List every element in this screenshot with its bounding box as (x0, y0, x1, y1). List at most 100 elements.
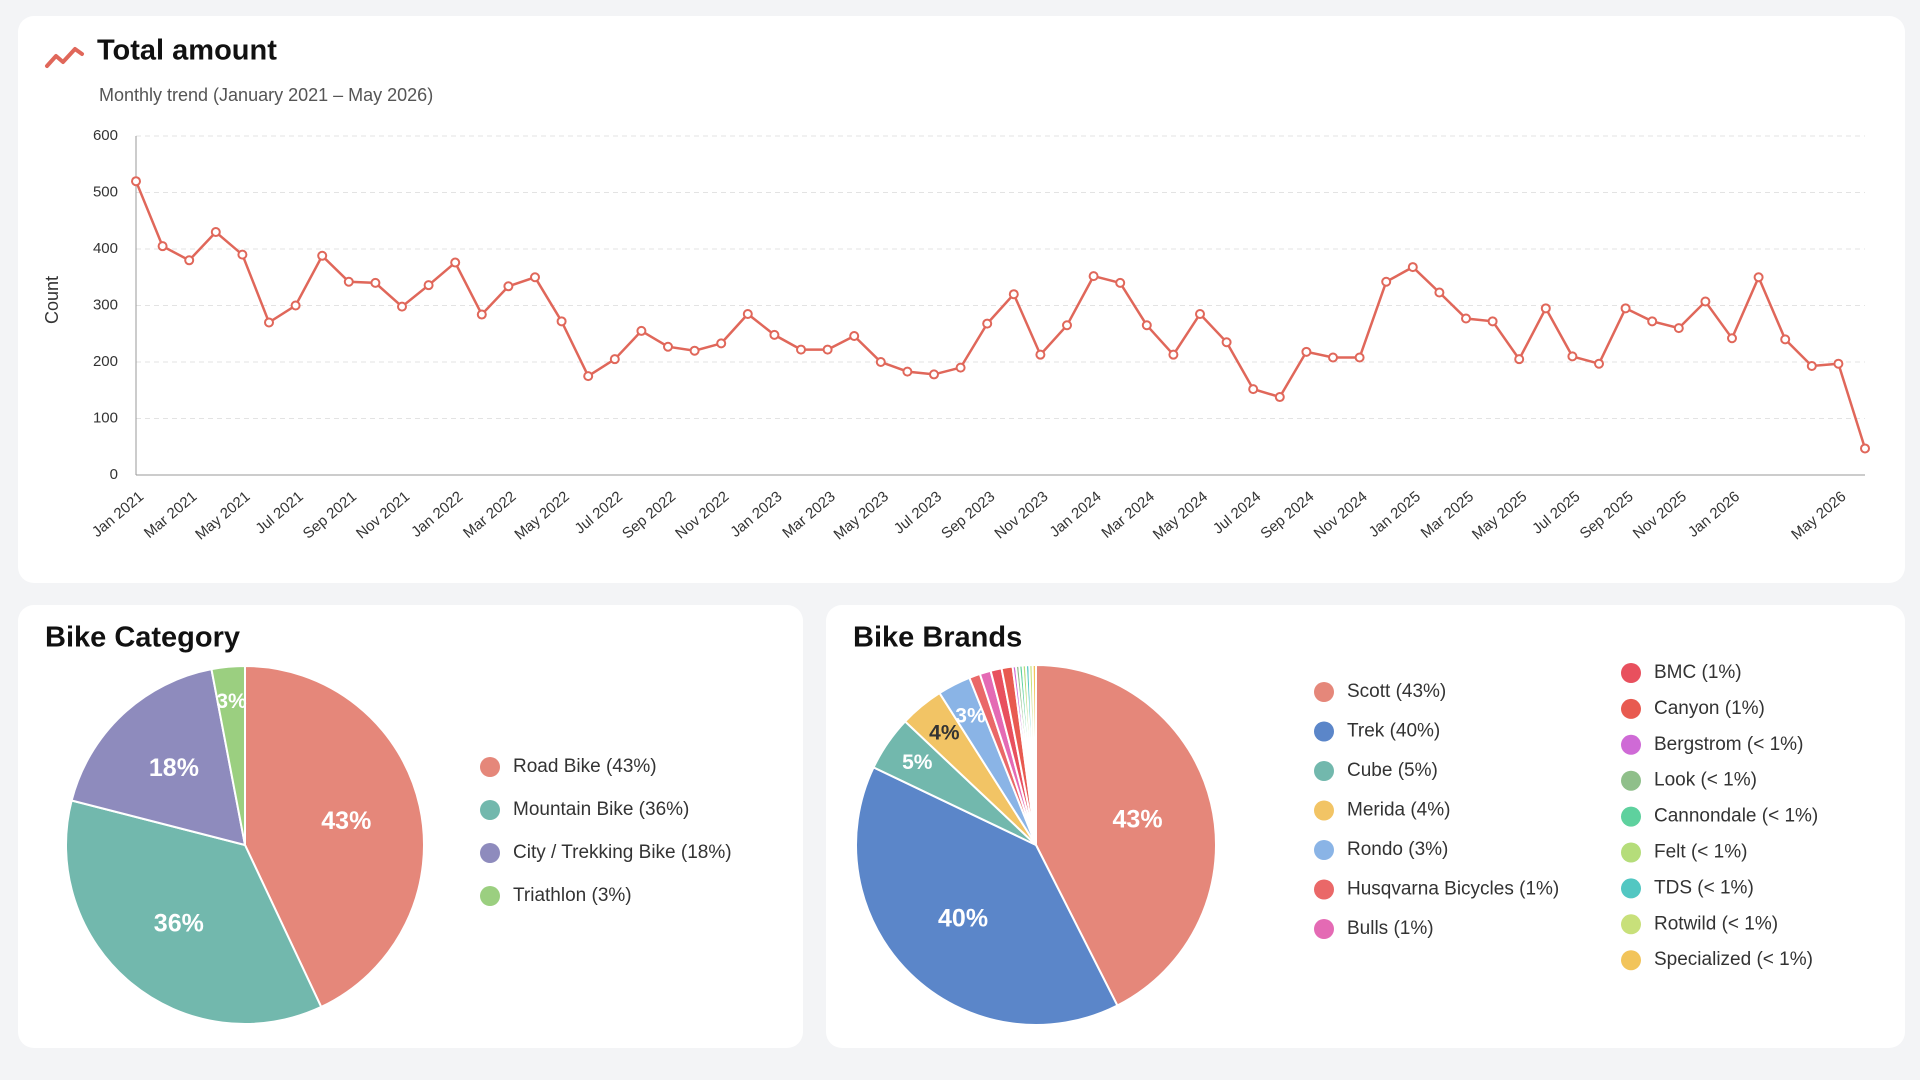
pie-slice (70, 668, 247, 847)
point (1567, 351, 1578, 362)
card (18, 16, 1905, 583)
point (290, 300, 301, 311)
legend-label: Husqvarna Bicycles (1%) (1347, 879, 1559, 900)
legend-label: Felt (< 1%) (1654, 842, 1747, 863)
pie-slice (210, 664, 246, 846)
chart-title: Bike Category (45, 622, 240, 654)
legend-marker (1314, 800, 1334, 821)
pie-slice (244, 664, 425, 1009)
legend-label: Rotwild (< 1%) (1654, 913, 1778, 934)
point (955, 362, 966, 373)
point (1141, 320, 1152, 331)
point (210, 227, 221, 238)
point (636, 325, 647, 336)
legend-marker (1621, 698, 1641, 719)
legend-marker (480, 843, 500, 863)
point (1487, 316, 1498, 327)
point (1806, 360, 1817, 371)
data-label: 5% (902, 751, 933, 774)
point (317, 250, 328, 261)
point (157, 241, 168, 252)
point (503, 281, 514, 292)
point (131, 176, 141, 187)
data-label: 4% (929, 721, 960, 744)
point (982, 318, 993, 329)
pie-slice (1031, 663, 1037, 846)
data-label: 40% (938, 904, 988, 932)
point (742, 308, 753, 319)
point (875, 357, 886, 367)
data-label: 18% (149, 754, 199, 782)
legend-marker (1314, 840, 1334, 860)
legend-label: TDS (< 1%) (1654, 877, 1754, 898)
point (1248, 384, 1259, 395)
point (1381, 276, 1392, 287)
point (1434, 287, 1445, 298)
data-label: 3% (216, 690, 247, 713)
y-tick-label: 400 (93, 240, 118, 257)
legend-label: Bulls (1%) (1347, 918, 1434, 939)
legend-label: Trek (40%) (1347, 721, 1440, 742)
point (423, 280, 434, 291)
legend-marker (1621, 770, 1641, 791)
data-label: 36% (154, 910, 204, 938)
point (343, 276, 354, 287)
legend-label: Rondo (3%) (1347, 839, 1448, 860)
point (1620, 303, 1631, 314)
legend-marker (480, 886, 500, 906)
chart-title: Bike Brands (853, 622, 1022, 654)
point (1168, 349, 1179, 360)
point (397, 301, 407, 312)
point (1780, 334, 1791, 345)
point (1700, 296, 1711, 307)
point (663, 341, 673, 352)
point (1753, 272, 1764, 283)
point (583, 371, 594, 382)
legend-label: Scott (43%) (1347, 681, 1446, 702)
chart-subtitle: Monthly trend (January 2021 – May 2026) (99, 85, 433, 105)
point (530, 272, 540, 283)
legend-label: City / Trekking Bike (18%) (513, 842, 732, 863)
y-tick-label: 500 (93, 183, 118, 200)
point (1407, 262, 1418, 273)
point (1062, 320, 1072, 331)
legend-marker (1621, 842, 1641, 863)
legend-label: Cannondale (< 1%) (1654, 806, 1818, 827)
point (1647, 316, 1658, 327)
data-label: 3% (955, 704, 986, 727)
point (929, 369, 939, 380)
legend-marker (1621, 878, 1641, 899)
legend-marker (1314, 721, 1334, 742)
legend-marker (1621, 914, 1641, 935)
legend-label: Look (< 1%) (1654, 770, 1757, 791)
legend-marker (1621, 663, 1641, 683)
y-tick-label: 200 (93, 353, 118, 370)
chart-title: Total amount (97, 35, 277, 67)
point (689, 345, 700, 356)
y-tick-label: 600 (93, 127, 118, 144)
legend-marker (1314, 682, 1334, 702)
legend-label: Triathlon (3%) (513, 885, 632, 906)
legend-marker (480, 800, 500, 820)
point (1540, 303, 1551, 314)
point (1088, 271, 1099, 282)
point (370, 277, 381, 288)
legend-marker (1621, 734, 1641, 755)
point (796, 344, 806, 355)
point (769, 329, 780, 340)
point (716, 338, 727, 349)
point (1673, 323, 1684, 334)
point (1860, 443, 1870, 454)
y-tick-label: 0 (110, 466, 118, 483)
y-axis-label: Count (42, 276, 62, 324)
legend-label: Cube (5%) (1347, 760, 1438, 781)
point (1115, 277, 1126, 288)
point (184, 255, 195, 266)
legend-marker (1314, 761, 1334, 781)
legend-marker (1314, 919, 1334, 939)
point (822, 344, 833, 355)
legend-label: Specialized (< 1%) (1654, 949, 1813, 970)
point (609, 354, 620, 365)
point (476, 309, 487, 320)
